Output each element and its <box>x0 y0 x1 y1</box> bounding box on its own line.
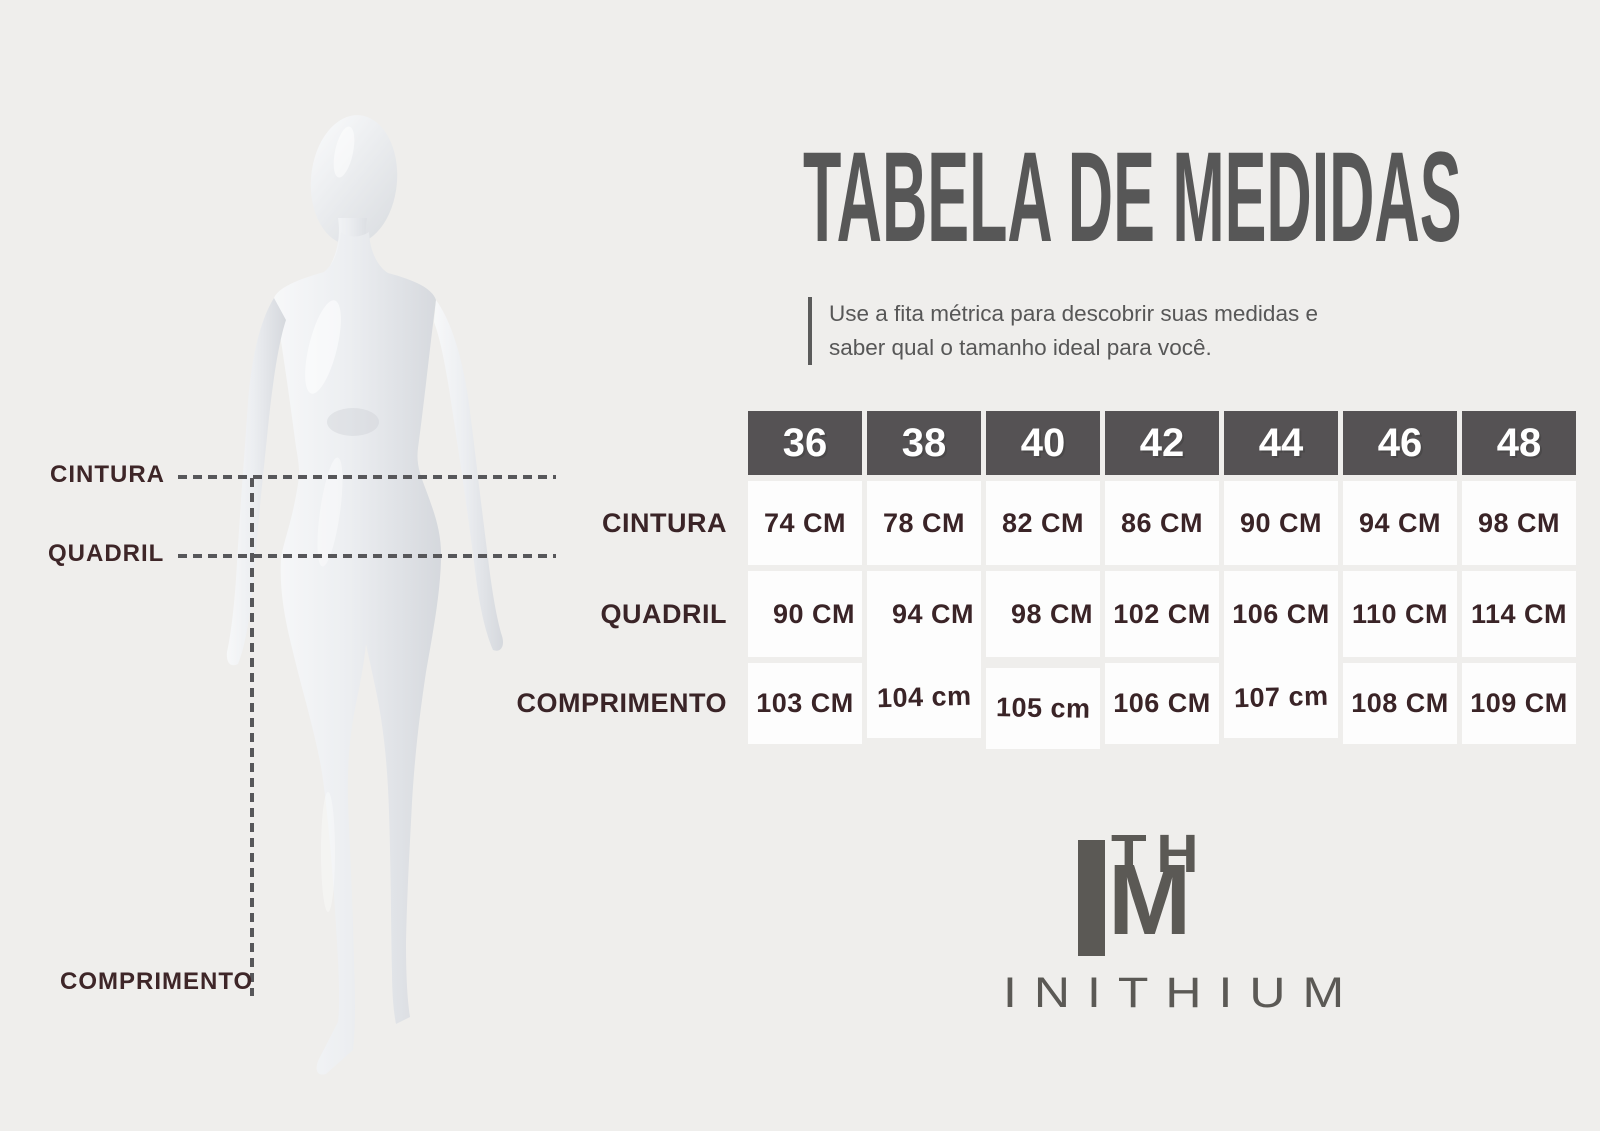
size-header: 46 <box>1343 411 1457 475</box>
measurement-cell: 86 CM <box>1105 481 1219 565</box>
measurement-cell: 107 cm <box>1224 657 1338 738</box>
table-corner-spacer <box>556 411 743 475</box>
subtitle-line-1: Use a fita métrica para descobrir suas m… <box>829 301 1318 326</box>
size-header: 38 <box>867 411 981 475</box>
monogram-th: TH <box>1111 824 1209 884</box>
measurement-cell: 106 CM <box>1105 663 1219 744</box>
row-label-comprimento: COMPRIMENTO <box>516 688 727 718</box>
size-table: 36 38 40 42 44 46 48 CINTURA 74 CM 78 CM… <box>516 411 1576 749</box>
row-label-quadril: QUADRIL <box>600 598 727 629</box>
measurement-cell: 108 CM <box>1343 663 1457 744</box>
measurement-cell: 102 CM <box>1105 571 1219 657</box>
length-label: COMPRIMENTO <box>60 968 254 995</box>
measurement-cell: 74 CM <box>748 481 862 565</box>
measurement-cell: 105 cm <box>986 668 1100 749</box>
measurement-cell: 109 CM <box>1462 663 1576 744</box>
waist-label: CINTURA <box>50 461 165 488</box>
mannequin-figure <box>226 115 503 1075</box>
hip-measure-line <box>178 554 556 558</box>
measurement-cell: 103 CM <box>748 663 862 744</box>
size-header: 44 <box>1224 411 1338 475</box>
measurement-cell: 114 CM <box>1462 571 1576 657</box>
measurement-cell: 90 CM <box>748 571 862 657</box>
row-label-cintura: CINTURA <box>602 507 727 538</box>
subtitle: Use a fita métrica para descobrir suas m… <box>808 297 1318 365</box>
measurement-cell: 98 CM <box>986 571 1100 657</box>
measurement-cell: 94 CM <box>867 571 981 657</box>
page-title: TABELA DE MEDIDAS <box>803 126 1462 269</box>
measurement-cell: 110 CM <box>1343 571 1457 657</box>
measurement-cell: 78 CM <box>867 481 981 565</box>
brand-monogram: TH M <box>1078 827 1218 963</box>
size-header: 40 <box>986 411 1100 475</box>
measurement-cell: 82 CM <box>986 481 1100 565</box>
size-header: 42 <box>1105 411 1219 475</box>
measurement-cell: 90 CM <box>1224 481 1338 565</box>
measurement-cell: 104 cm <box>867 657 981 738</box>
monogram-m: M <box>1108 844 1192 956</box>
waist-measure-line <box>178 475 556 479</box>
monogram-bar-icon <box>1078 840 1105 956</box>
length-measure-line <box>250 478 254 996</box>
subtitle-line-2: saber qual o tamanho ideal para você. <box>829 335 1212 360</box>
size-header: 48 <box>1462 411 1576 475</box>
measurement-cell: 98 CM <box>1462 481 1576 565</box>
measurement-cell: 106 CM <box>1224 571 1338 657</box>
hip-label: QUADRIL <box>48 540 165 567</box>
brand-wordmark: INITHIUM <box>1003 968 1362 1017</box>
size-header: 36 <box>748 411 862 475</box>
measurement-cell: 94 CM <box>1343 481 1457 565</box>
